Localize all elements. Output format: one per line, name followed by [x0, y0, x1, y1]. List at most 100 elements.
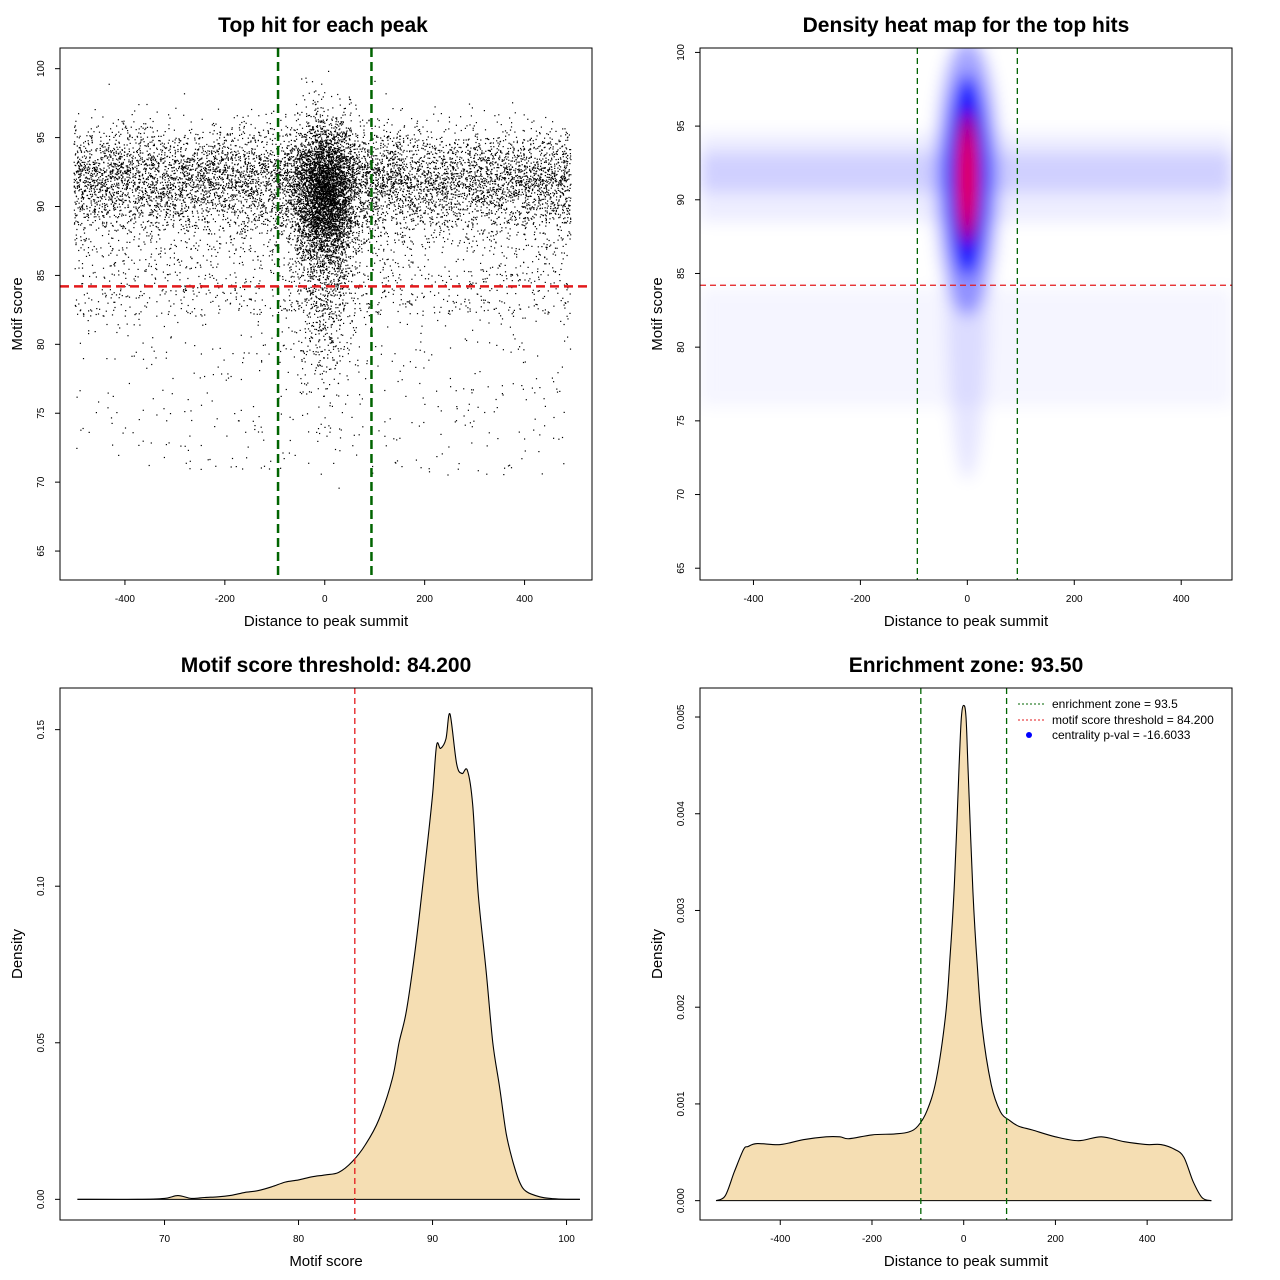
scatter-point [341, 154, 343, 156]
scatter-point [133, 278, 135, 280]
scatter-point [215, 191, 217, 193]
scatter-point [525, 199, 527, 201]
scatter-point [300, 210, 302, 212]
scatter-point [374, 206, 376, 208]
scatter-point [326, 197, 329, 199]
scatter-point [541, 246, 543, 248]
scatter-point [351, 165, 353, 167]
scatter-point [473, 198, 475, 201]
scatter-point [554, 165, 556, 167]
scatter-point [373, 182, 375, 184]
scatter-point [362, 147, 364, 149]
scatter-point [415, 349, 417, 351]
scatter-point [279, 173, 281, 175]
scatter-point [290, 196, 292, 198]
scatter-point [89, 210, 91, 212]
scatter-point [213, 130, 215, 132]
scatter-point [480, 139, 482, 141]
scatter-point [116, 221, 118, 223]
scatter-point [528, 211, 530, 213]
scatter-point [209, 195, 211, 197]
scatter-point [189, 160, 191, 162]
scatter-point [279, 208, 281, 210]
scatter-point [181, 165, 183, 167]
scatter-point [339, 319, 341, 321]
scatter-point [193, 224, 196, 227]
scatter-point [375, 208, 377, 211]
scatter-point [335, 217, 337, 219]
scatter-point [549, 198, 551, 200]
scatter-point [272, 165, 274, 167]
scatter-point [135, 313, 137, 315]
scatter-point [365, 143, 367, 145]
scatter-point [269, 153, 271, 155]
scatter-point [181, 207, 183, 210]
scatter-point [140, 136, 142, 138]
scatter-point [186, 161, 188, 163]
scatter-point [150, 222, 152, 224]
scatter-point [320, 147, 322, 149]
scatter-point [330, 294, 332, 296]
scatter-point [335, 123, 337, 125]
scatter-point [325, 182, 327, 184]
scatter-point [556, 153, 558, 155]
scatter-point [285, 213, 287, 215]
scatter-point [390, 157, 392, 159]
scatter-point [466, 125, 468, 127]
scatter-point [508, 172, 510, 174]
scatter-point [254, 152, 256, 154]
scatter-point [494, 153, 496, 155]
scatter-point [512, 182, 514, 184]
scatter-point [460, 116, 462, 118]
scatter-point [397, 146, 399, 148]
scatter-point [296, 239, 298, 241]
scatter-point [311, 223, 313, 225]
scatter-point [387, 163, 389, 166]
scatter-point [455, 223, 457, 225]
scatter-point [379, 193, 382, 195]
scatter-point [353, 191, 356, 193]
scatter-point [399, 304, 401, 306]
scatter-point [76, 163, 78, 165]
scatter-point [541, 142, 543, 144]
scatter-point [308, 178, 310, 180]
scatter-point [499, 198, 501, 200]
scatter-point [151, 157, 153, 159]
scatter-point [475, 182, 477, 184]
scatter-point [355, 154, 358, 156]
scatter-point [142, 205, 144, 207]
scatter-point [547, 200, 549, 202]
scatter-point [326, 222, 328, 224]
scatter-point [139, 150, 141, 152]
scatter-point [490, 212, 493, 214]
scatter-point [96, 251, 98, 253]
scatter-point [237, 177, 239, 179]
scatter-point [364, 242, 366, 244]
scatter-point [310, 286, 312, 288]
scatter-point [113, 309, 115, 311]
scatter-point [173, 219, 175, 222]
scatter-point [364, 285, 366, 287]
scatter-point [420, 163, 423, 165]
scatter-point [301, 190, 303, 192]
scatter-points [73, 70, 572, 489]
scatter-point [107, 156, 109, 158]
scatter-point [253, 203, 255, 205]
scatter-point [329, 215, 331, 217]
scatter-point [97, 313, 100, 315]
scatter-point [472, 251, 474, 253]
scatter-point [302, 249, 305, 251]
scatter-point [475, 133, 477, 135]
scatter-point [377, 118, 379, 120]
scatter-point [109, 177, 112, 179]
scatter-point [351, 297, 353, 299]
scatter-point [422, 220, 424, 222]
scatter-point [567, 235, 569, 237]
scatter-point [383, 226, 385, 229]
scatter-point [341, 282, 343, 284]
scatter-point [318, 278, 321, 280]
scatter-point [310, 198, 312, 200]
scatter-point [244, 198, 246, 201]
scatter-point [468, 159, 470, 161]
scatter-point [370, 198, 372, 200]
